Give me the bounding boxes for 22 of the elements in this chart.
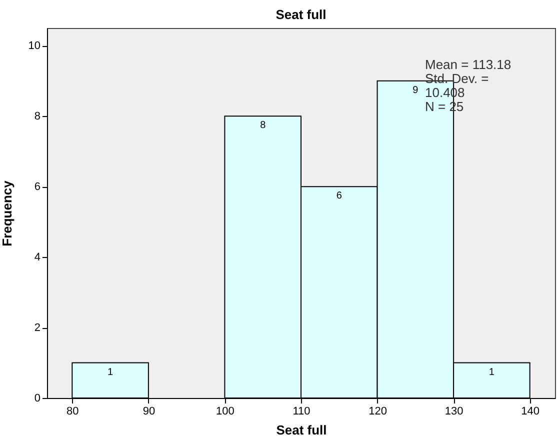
x-tick-label: 130 xyxy=(444,406,464,418)
x-tick-label: 110 xyxy=(292,406,310,418)
y-tick-label: 2 xyxy=(34,322,40,334)
y-tick-label: 10 xyxy=(28,40,40,52)
data-label: 8 xyxy=(260,120,266,132)
data-label: 9 xyxy=(412,84,419,96)
x-tick-label: 80 xyxy=(66,406,79,418)
chart-title: Seat full xyxy=(276,7,326,22)
data-label: 1 xyxy=(108,366,114,378)
y-tick-label: 0 xyxy=(34,392,40,404)
y-tick-label: 4 xyxy=(34,252,40,264)
data-label: 6 xyxy=(336,190,342,202)
y-tick-label: 8 xyxy=(34,110,40,123)
x-tick-label: 140 xyxy=(521,406,540,418)
x-tick-label: 100 xyxy=(216,406,234,418)
y-tick-label: 6 xyxy=(34,181,40,194)
annotation: Mean = 113.18 xyxy=(425,57,512,72)
x-tick-label: 90 xyxy=(142,406,156,418)
y-axis-title: Frequency xyxy=(0,180,14,246)
x-tick-label: 120 xyxy=(368,406,387,418)
data-label: 1 xyxy=(488,366,495,378)
x-axis-title: Seat full xyxy=(276,422,327,438)
